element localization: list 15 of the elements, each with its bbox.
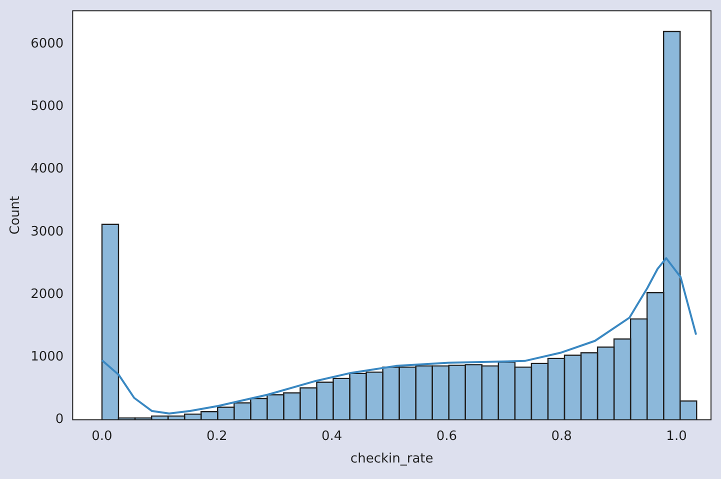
x-tick-label: 0.2: [206, 428, 228, 444]
x-tick-label: 0.0: [92, 428, 112, 444]
y-tick-label: 2000: [30, 286, 64, 302]
x-tick-label: 1.0: [666, 428, 687, 444]
y-tick-label: 5000: [30, 99, 64, 114]
y-tick-label: 1000: [30, 350, 64, 365]
x-axis-title: checkin_rate: [350, 452, 434, 467]
x-tick-label: 0.4: [321, 428, 342, 444]
y-tick-label: 3000: [30, 224, 64, 240]
y-axis-title: Count: [8, 196, 24, 235]
x-tick-label: 0.6: [436, 428, 458, 444]
x-tick-label: 0.8: [551, 428, 572, 444]
y-tick-label: 4000: [30, 162, 64, 177]
y-tick-label: 6000: [30, 36, 64, 52]
y-tick-label: 0: [55, 412, 64, 428]
